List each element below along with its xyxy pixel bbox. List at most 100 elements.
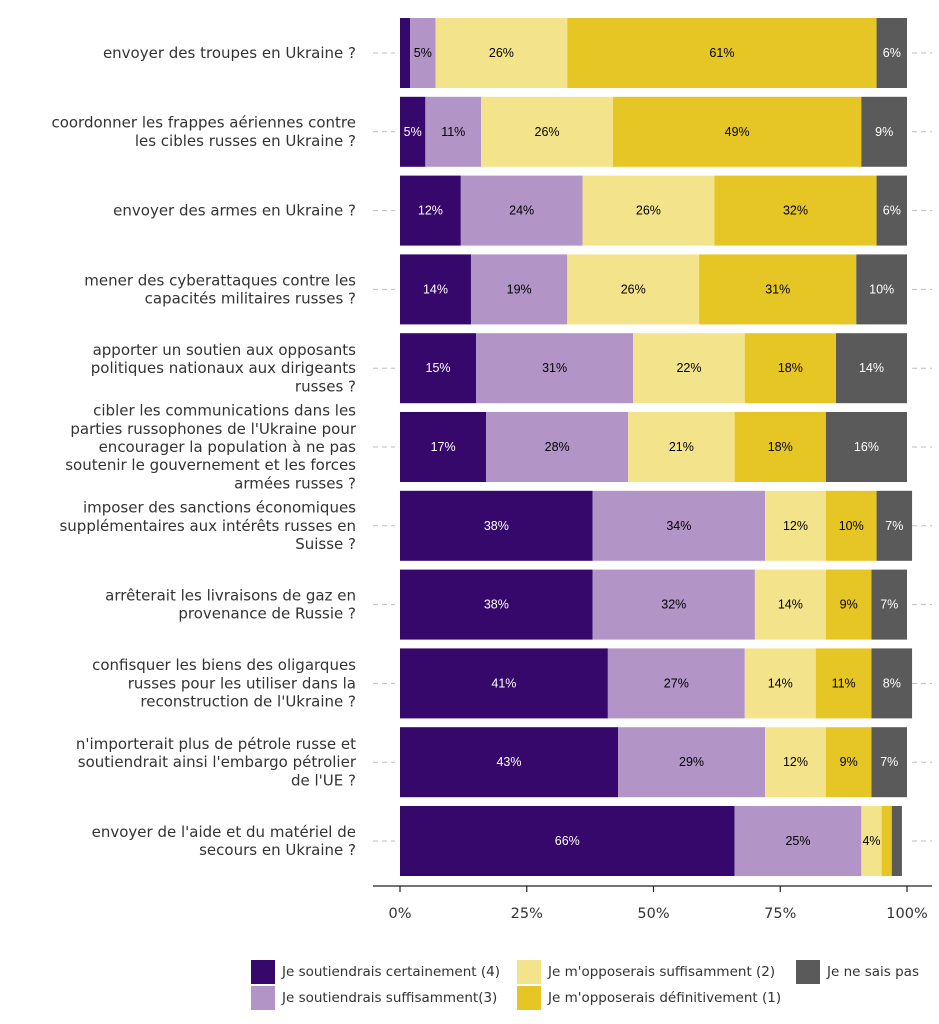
bar-segment [825, 490, 877, 561]
category-label: secours en Ukraine ? [199, 841, 356, 859]
bar-segment [567, 18, 877, 88]
x-tick-label: 0% [388, 906, 411, 922]
category-label: reconstruction de l'Ukraine ? [140, 693, 356, 711]
data-label: 18% [778, 361, 803, 375]
bar-segment [825, 412, 907, 482]
category-label: arrêterait les livraisons de gaz en [105, 587, 356, 605]
bar-segment [400, 96, 426, 167]
bar-segment [400, 490, 593, 561]
legend-swatch [517, 986, 541, 1010]
x-tick-label: 75% [764, 906, 796, 922]
bar-segment [607, 648, 745, 719]
data-label: 31% [765, 282, 790, 296]
data-label: 12% [783, 755, 808, 769]
data-label: 43% [496, 755, 521, 769]
legend-label: Je soutiendrais suffisamment(3) [281, 990, 497, 1006]
data-label: 14% [778, 598, 803, 612]
data-label: 26% [636, 204, 661, 218]
data-label: 19% [507, 282, 532, 296]
data-label: 27% [664, 676, 689, 690]
category-label: armées russes ? [234, 474, 356, 492]
x-axis: 0% 25% 50% 75% 100% [373, 885, 932, 922]
bar-segment [856, 254, 907, 325]
data-label: 18% [768, 440, 793, 454]
x-tick-label: 25% [511, 906, 543, 922]
category-label: de l'UE ? [291, 771, 356, 789]
data-label: 14% [768, 676, 793, 690]
data-label: 7% [885, 519, 903, 533]
category-label: soutenir le gouvernement et les forces [65, 456, 356, 474]
bar-segment [881, 806, 892, 876]
data-label: 14% [859, 361, 884, 375]
legend: Je soutiendrais certainement (4) Je souti… [251, 960, 919, 1010]
data-label: 22% [676, 361, 701, 375]
bar-segment [400, 333, 477, 404]
bar-segment [425, 96, 482, 167]
data-label: 14% [423, 282, 448, 296]
legend-label: Je soutiendrais certainement (4) [281, 964, 500, 980]
bar-segment [628, 412, 735, 482]
data-label: 32% [661, 598, 686, 612]
bar-segment [825, 569, 872, 640]
data-label: 32% [783, 204, 808, 218]
bar-segment [486, 412, 629, 482]
bar-segment [567, 254, 700, 325]
bar-segment [744, 648, 816, 719]
category-label: envoyer de l'aide et du matériel de [92, 823, 356, 841]
bar-segment [400, 412, 487, 482]
category-label: russes pour les utiliser dans la [128, 674, 356, 692]
data-label: 26% [535, 125, 560, 139]
data-label: 24% [509, 204, 534, 218]
data-label: 25% [785, 834, 810, 848]
bar-segment [400, 648, 608, 719]
bar-segment [400, 18, 411, 88]
data-label: 38% [484, 519, 509, 533]
bar-segment [612, 96, 862, 167]
data-label: 9% [840, 755, 858, 769]
category-label: coordonner les frappes aériennes contre [51, 114, 356, 132]
category-label: politiques nationaux aux dirigeants [91, 359, 356, 377]
data-label: 4% [862, 834, 880, 848]
data-label: 11% [832, 676, 856, 690]
dashed-guides [373, 52, 932, 842]
bar-segment [435, 18, 568, 88]
bars-group: 5% 26% 61% 6% 5% 11% 26% 49% 9% 12% 24% 26% 32% 6% 14%… [400, 18, 913, 876]
data-label: 15% [426, 361, 451, 375]
bar-segment [871, 648, 913, 719]
category-label: envoyer des armes en Ukraine ? [113, 202, 356, 220]
data-label: 9% [875, 125, 893, 139]
bar-segment [633, 333, 745, 404]
bar-segment [861, 806, 882, 876]
data-label: 12% [783, 519, 808, 533]
bar-segment [592, 569, 755, 640]
bar-segment [734, 806, 862, 876]
bar-segment [734, 412, 826, 482]
bar-segment [582, 175, 715, 246]
data-label: 9% [840, 598, 858, 612]
data-label: 6% [883, 46, 901, 60]
bar-segment [476, 333, 634, 404]
data-label: 7% [880, 755, 898, 769]
data-label: 11% [441, 125, 465, 139]
category-label: capacités militaires russes ? [145, 290, 356, 308]
bar-segment [618, 727, 766, 798]
bar-segment [481, 96, 613, 167]
data-label: 5% [414, 46, 432, 60]
data-label: 29% [679, 755, 704, 769]
legend-swatch [796, 960, 820, 984]
bar-segment [754, 569, 826, 640]
bar-segment [410, 18, 436, 88]
data-label: 34% [666, 519, 691, 533]
data-label: 26% [489, 46, 514, 60]
bar-segment [400, 727, 619, 798]
data-label: 12% [418, 204, 443, 218]
bar-segment [400, 175, 461, 246]
category-label: n'importerait plus de pétrole russe et [76, 735, 356, 753]
bar-segment [400, 569, 593, 640]
bar-segment [876, 18, 907, 88]
bar-segment [815, 648, 872, 719]
bar-segment [836, 333, 907, 404]
data-label: 16% [854, 440, 879, 454]
bar-segment [400, 806, 735, 876]
